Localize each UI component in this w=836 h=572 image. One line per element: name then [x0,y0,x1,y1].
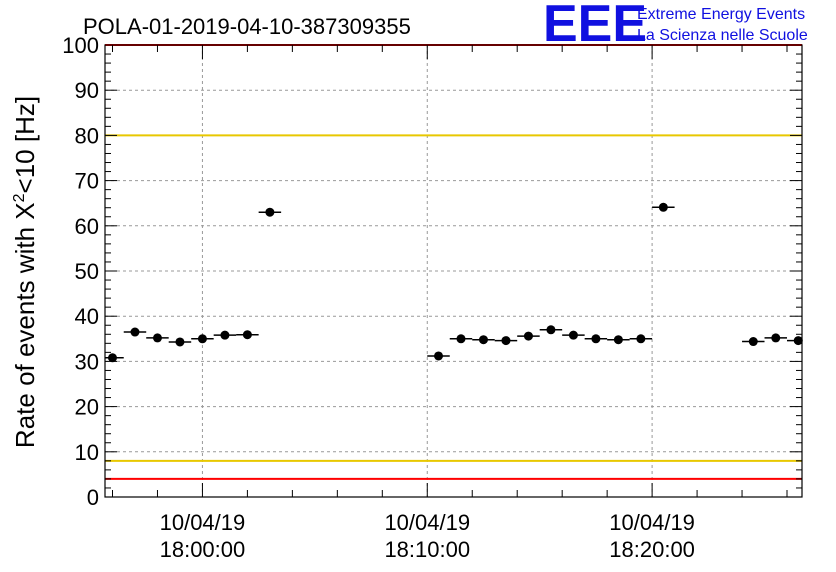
y-tick-label: 90 [75,78,99,103]
data-point [629,334,653,344]
data-point [123,327,147,337]
y-tick-label: 20 [75,395,99,420]
y-tick-label: 0 [87,485,99,510]
eee-logo-line2: La Scienza nelle Scuole [637,27,808,44]
point-marker [613,335,623,345]
data-points [105,202,803,363]
x-tick-date: 10/04/19 [384,510,470,535]
y-tick-label: 60 [75,214,99,239]
data-point [472,335,495,345]
chart-title: POLA-01-2019-04-10-387309355 [83,14,411,39]
y-tick-label: 40 [75,304,99,329]
data-point [449,334,473,344]
x-tick-date: 10/04/19 [160,510,246,535]
point-marker [748,337,758,347]
y-tick-label: 50 [75,259,99,284]
point-marker [434,351,444,361]
point-marker [658,202,668,212]
y-tick-label: 70 [75,169,99,194]
point-marker [501,336,511,346]
reference-lines [105,44,802,480]
data-point [213,330,237,340]
point-marker [265,207,275,217]
point-marker [242,330,252,340]
data-point [191,334,214,344]
y-tick-label: 30 [75,349,99,374]
point-marker [523,331,533,341]
axes: 010203040506070809010010/04/1918:00:0010… [62,33,803,562]
data-point [494,336,518,346]
point-marker [220,330,230,340]
point-marker [197,334,207,344]
y-tick-label: 10 [75,440,99,465]
x-tick-time: 18:20:00 [609,537,695,562]
y-axis-label-main: Rate of events with X [10,202,40,448]
plot-frame [104,44,803,498]
point-marker [456,334,466,344]
point-marker [568,330,578,340]
grid [105,45,802,497]
point-marker [175,337,185,347]
x-tick-time: 18:00:00 [160,537,246,562]
data-point [607,335,630,345]
data-point [652,202,675,212]
data-point [105,353,124,363]
y-axis-label-sup: 2 [11,193,28,202]
data-point [236,330,259,340]
data-point [146,333,169,343]
eee-logo-line1: Extreme Energy Events [637,6,805,23]
data-point [168,337,192,347]
point-marker [636,334,646,344]
y-axis-label: Rate of events with X2<10 [Hz] [10,96,40,448]
data-point [764,333,788,343]
data-point [584,334,608,344]
data-point [562,330,585,340]
eee-logo: EEE Extreme Energy Events La Scienza nel… [543,0,808,53]
point-marker [793,336,803,346]
x-tick-date: 10/04/19 [609,510,695,535]
point-marker [152,333,162,343]
y-tick-label: 80 [75,123,99,148]
y-tick-label: 100 [62,33,99,58]
data-point [517,331,540,341]
x-tick-time: 18:10:00 [384,537,470,562]
point-marker [130,327,140,337]
data-point [742,337,765,347]
data-point [258,207,282,217]
data-point [427,351,450,361]
point-marker [478,335,488,345]
data-point [539,325,563,335]
y-axis-label-rest: <10 [Hz] [10,96,40,194]
point-marker [546,325,556,335]
point-marker [107,353,117,363]
point-marker [591,334,601,344]
data-point [787,336,803,346]
point-marker [771,333,781,343]
